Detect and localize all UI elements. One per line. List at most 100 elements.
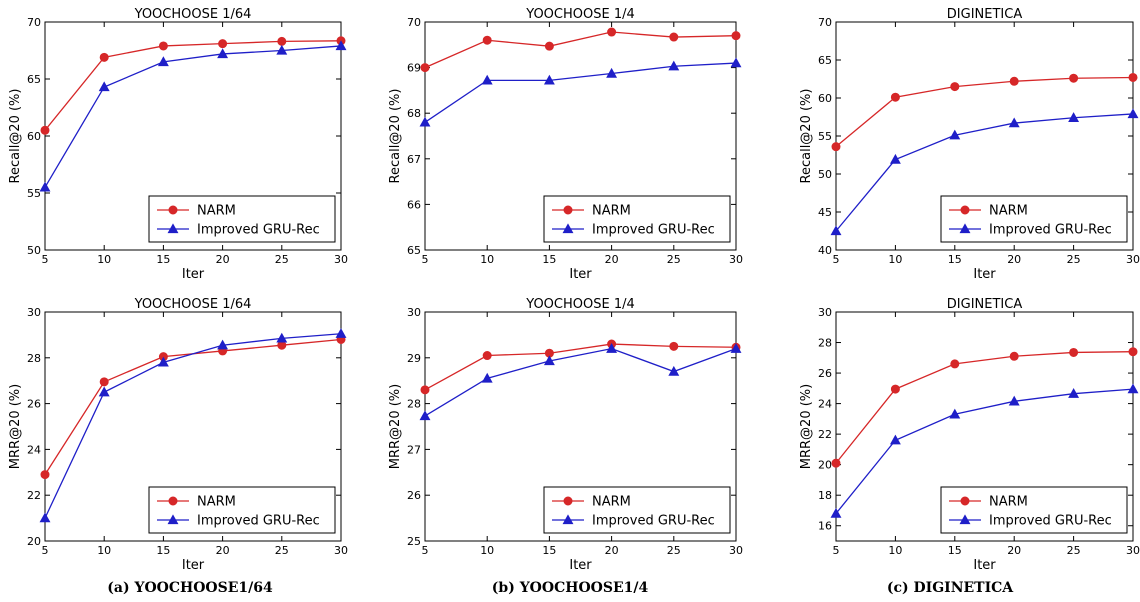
data-point-improved-gru-rec bbox=[1127, 108, 1139, 119]
data-point-improved-gru-rec bbox=[276, 332, 288, 343]
data-point-improved-gru-rec bbox=[543, 355, 555, 366]
y-tick-label: 50 bbox=[27, 244, 41, 257]
y-tick-label: 70 bbox=[407, 16, 421, 29]
chart-panel-5: 5 10 15 20 25 30 25 26 27 28 29 30 YOOCHOOSE 1/4 Iter… bbox=[388, 297, 743, 573]
x-tick-label: 15 bbox=[156, 253, 170, 266]
x-axis-label: Iter bbox=[973, 267, 996, 282]
legend: NARM Improved GRU-Rec bbox=[543, 486, 731, 534]
data-point-improved-gru-rec bbox=[39, 512, 51, 523]
legend-entry: NARM bbox=[592, 204, 631, 219]
data-point-narm bbox=[99, 377, 109, 387]
y-tick-label: 69 bbox=[407, 62, 421, 75]
data-point-improved-gru-rec bbox=[606, 343, 618, 353]
legend-marker bbox=[563, 205, 573, 215]
legend: NARM Improved GRU-Rec bbox=[543, 195, 731, 243]
data-point-improved-gru-rec bbox=[606, 67, 618, 78]
y-tick-label: 27 bbox=[407, 443, 421, 456]
legend-marker bbox=[960, 205, 970, 215]
data-point-improved-gru-rec bbox=[1008, 117, 1020, 128]
legend: NARM Improved GRU-Rec bbox=[940, 486, 1128, 534]
y-axis-label: Recall@20 (%) bbox=[799, 89, 814, 184]
data-point-improved-gru-rec bbox=[335, 40, 347, 51]
data-point-narm bbox=[731, 31, 741, 41]
y-axis-label: Recall@20 (%) bbox=[8, 89, 23, 184]
x-tick-label: 5 bbox=[833, 253, 840, 266]
series-line-narm bbox=[424, 31, 737, 69]
y-tick-label: 65 bbox=[27, 73, 41, 86]
x-tick-label: 5 bbox=[422, 544, 429, 557]
legend-marker bbox=[168, 205, 178, 215]
y-tick-label: 45 bbox=[818, 206, 832, 219]
x-tick-label: 10 bbox=[97, 544, 111, 557]
series-line-narm bbox=[835, 76, 1134, 148]
data-point-improved-gru-rec bbox=[949, 129, 961, 140]
x-tick-label: 20 bbox=[216, 253, 230, 266]
x-tick-label: 25 bbox=[667, 544, 681, 557]
x-tick-label: 25 bbox=[1067, 544, 1081, 557]
data-point-narm bbox=[218, 39, 228, 49]
data-point-narm bbox=[1128, 72, 1138, 82]
y-tick-label: 30 bbox=[407, 306, 421, 319]
x-tick-label: 30 bbox=[334, 544, 348, 557]
y-tick-label: 22 bbox=[27, 489, 41, 502]
y-tick-label: 40 bbox=[818, 244, 832, 257]
y-tick-label: 20 bbox=[27, 535, 41, 548]
data-point-narm bbox=[482, 351, 492, 361]
data-point-improved-gru-rec bbox=[1068, 112, 1080, 122]
data-point-improved-gru-rec bbox=[98, 386, 110, 397]
data-point-improved-gru-rec bbox=[830, 225, 842, 236]
x-axis-label: Iter bbox=[182, 558, 205, 573]
x-tick-label: 5 bbox=[833, 544, 840, 557]
series-line-narm bbox=[44, 40, 342, 131]
x-tick-label: 20 bbox=[1007, 253, 1021, 266]
x-tick-label: 25 bbox=[275, 253, 289, 266]
data-point-improved-gru-rec bbox=[39, 181, 51, 192]
series-line-improved-gru-rec bbox=[424, 347, 737, 417]
data-point-improved-gru-rec bbox=[217, 339, 229, 350]
y-tick-label: 67 bbox=[407, 153, 421, 166]
data-point-improved-gru-rec bbox=[668, 365, 680, 376]
data-point-improved-gru-rec bbox=[276, 44, 288, 55]
x-axis-label: Iter bbox=[182, 267, 205, 282]
legend-box bbox=[543, 195, 731, 243]
series-line-improved-gru-rec bbox=[44, 45, 342, 188]
data-point-improved-gru-rec bbox=[481, 74, 493, 85]
series-line-improved-gru-rec bbox=[44, 333, 342, 519]
data-point-improved-gru-rec bbox=[949, 408, 961, 419]
legend-marker bbox=[960, 496, 970, 506]
series-line-improved-gru-rec bbox=[835, 388, 1134, 514]
data-point-narm bbox=[482, 35, 492, 45]
x-tick-label: 30 bbox=[334, 253, 348, 266]
x-tick-label: 5 bbox=[42, 544, 49, 557]
y-tick-label: 55 bbox=[818, 130, 832, 143]
data-point-improved-gru-rec bbox=[157, 356, 169, 367]
chart-panel-6: 5 10 15 20 25 30 16 18 20 22 24 26 28 30 DIGINETICA Ite… bbox=[799, 297, 1140, 573]
data-point-improved-gru-rec bbox=[543, 74, 555, 85]
y-tick-label: 70 bbox=[27, 16, 41, 29]
data-point-improved-gru-rec bbox=[335, 328, 347, 338]
data-point-narm bbox=[40, 470, 50, 480]
y-tick-label: 26 bbox=[407, 489, 421, 502]
y-tick-label: 65 bbox=[407, 244, 421, 257]
x-tick-label: 15 bbox=[542, 544, 556, 557]
data-point-narm bbox=[669, 341, 679, 351]
x-tick-label: 10 bbox=[888, 544, 902, 557]
x-tick-label: 10 bbox=[480, 544, 494, 557]
legend-box bbox=[940, 195, 1128, 243]
data-point-narm bbox=[1009, 351, 1019, 361]
legend-entry: NARM bbox=[592, 495, 631, 510]
y-tick-label: 65 bbox=[818, 54, 832, 67]
caption-b: (b) YOOCHOOSE1/4 bbox=[491, 580, 649, 596]
y-axis-label: MRR@20 (%) bbox=[8, 384, 23, 469]
legend-box bbox=[543, 486, 731, 534]
x-tick-label: 20 bbox=[1007, 544, 1021, 557]
x-tick-label: 5 bbox=[422, 253, 429, 266]
data-point-narm bbox=[890, 92, 900, 102]
y-tick-label: 30 bbox=[27, 306, 41, 319]
series-line-improved-gru-rec bbox=[424, 62, 737, 123]
legend-marker bbox=[563, 496, 573, 506]
legend-entry: Improved GRU-Rec bbox=[989, 514, 1112, 529]
y-tick-label: 24 bbox=[818, 398, 832, 411]
y-tick-label: 28 bbox=[27, 352, 41, 365]
data-point-improved-gru-rec bbox=[668, 60, 680, 71]
